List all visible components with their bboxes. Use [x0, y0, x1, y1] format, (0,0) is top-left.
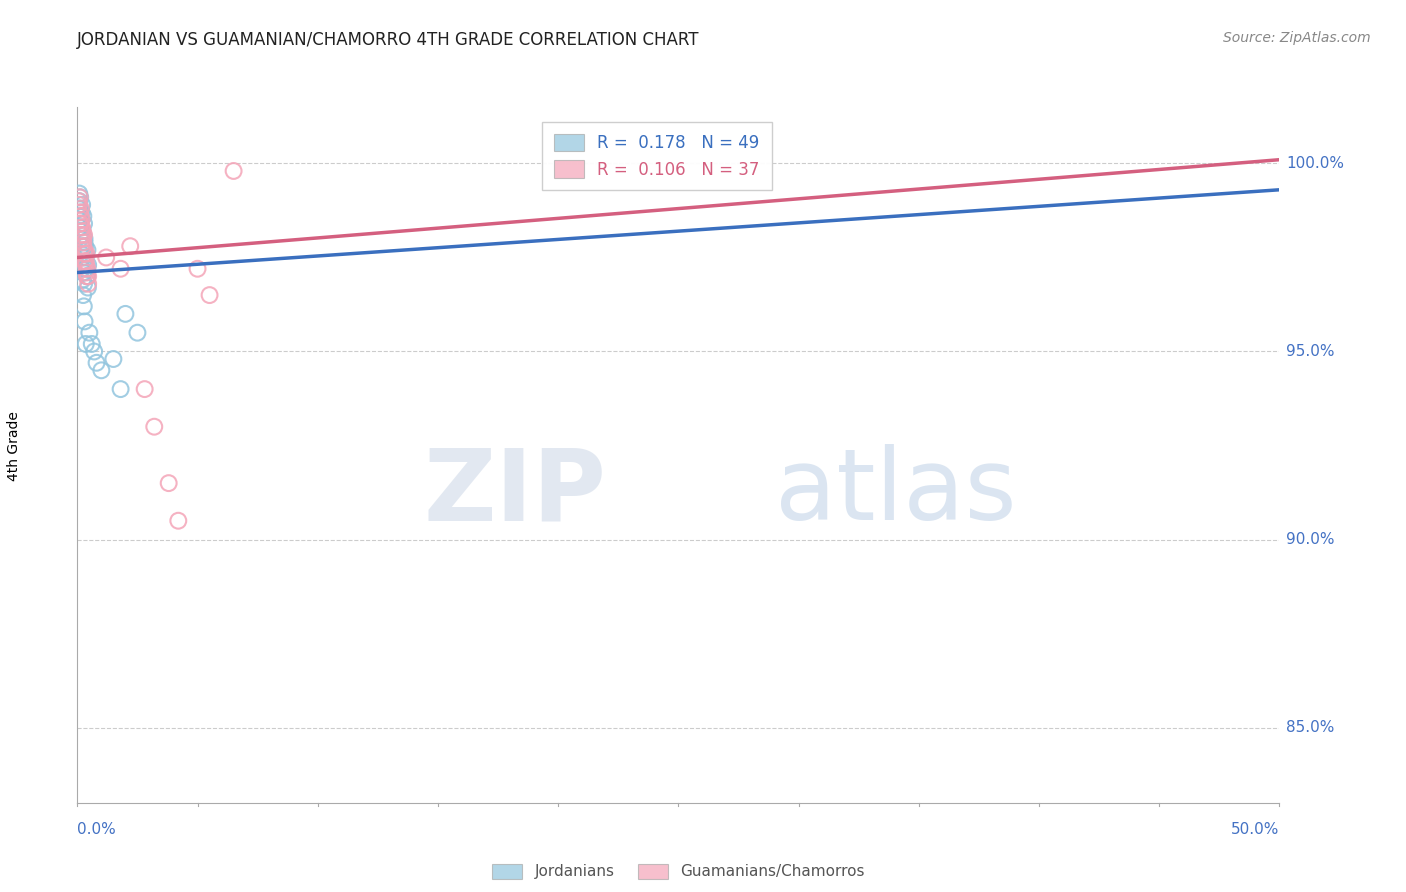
Point: [222, 164, 245, 178]
Point: [67, 205, 90, 219]
Point: [77, 280, 100, 294]
Text: ZIP: ZIP: [423, 444, 606, 541]
Point: [198, 288, 221, 302]
Point: [69, 202, 91, 216]
Point: [167, 514, 190, 528]
Point: [73, 246, 96, 260]
Point: [75, 258, 97, 272]
Point: [70, 220, 93, 235]
Point: [67, 209, 90, 223]
Point: [69, 232, 91, 246]
Point: [72, 239, 94, 253]
Point: [75, 254, 97, 268]
Point: [103, 351, 125, 366]
Point: [72, 288, 94, 302]
Point: [70, 202, 93, 216]
Point: [72, 209, 94, 223]
Point: [76, 269, 98, 284]
Point: [157, 476, 180, 491]
Point: [72, 273, 94, 287]
Point: [73, 277, 96, 291]
Point: [72, 251, 94, 265]
Point: [72, 235, 94, 250]
Point: [77, 277, 100, 291]
Point: [79, 326, 101, 340]
Point: [110, 382, 132, 396]
Point: [70, 246, 93, 260]
Point: [69, 212, 91, 227]
Point: [70, 261, 93, 276]
Text: 50.0%: 50.0%: [1232, 822, 1279, 837]
Point: [69, 190, 91, 204]
Point: [72, 224, 94, 238]
Point: [96, 251, 118, 265]
Point: [67, 186, 90, 201]
Point: [72, 266, 94, 280]
Point: [186, 261, 209, 276]
Point: [73, 299, 96, 313]
Text: 90.0%: 90.0%: [1286, 532, 1334, 547]
Text: 0.0%: 0.0%: [77, 822, 117, 837]
Point: [70, 227, 93, 242]
Point: [76, 269, 98, 284]
Point: [67, 194, 90, 208]
Point: [70, 239, 93, 253]
Point: [73, 243, 96, 257]
Point: [72, 232, 94, 246]
Point: [77, 258, 100, 272]
Text: 100.0%: 100.0%: [1286, 156, 1344, 171]
Point: [73, 239, 96, 253]
Point: [75, 251, 97, 265]
Point: [73, 217, 96, 231]
Text: 85.0%: 85.0%: [1286, 720, 1334, 735]
Point: [69, 209, 91, 223]
Text: atlas: atlas: [775, 444, 1017, 541]
Point: [76, 261, 98, 276]
Point: [69, 217, 91, 231]
Point: [75, 337, 97, 351]
Point: [75, 258, 97, 272]
Point: [110, 261, 132, 276]
Point: [86, 356, 108, 370]
Point: [120, 239, 142, 253]
Point: [76, 269, 98, 284]
Point: [73, 235, 96, 250]
Point: [69, 212, 91, 227]
Point: [67, 198, 90, 212]
Point: [73, 314, 96, 328]
Point: [70, 205, 93, 219]
Point: [127, 326, 149, 340]
Point: [69, 190, 91, 204]
Point: [73, 232, 96, 246]
Point: [143, 419, 166, 434]
Legend: Jordanians, Guamanians/Chamorros: Jordanians, Guamanians/Chamorros: [486, 857, 870, 886]
Point: [114, 307, 136, 321]
Point: [77, 269, 100, 284]
Point: [76, 243, 98, 257]
Text: 4th Grade: 4th Grade: [7, 411, 21, 481]
Text: JORDANIAN VS GUAMANIAN/CHAMORRO 4TH GRADE CORRELATION CHART: JORDANIAN VS GUAMANIAN/CHAMORRO 4TH GRAD…: [77, 31, 700, 49]
Point: [73, 227, 96, 242]
Point: [75, 266, 97, 280]
Point: [67, 202, 90, 216]
Point: [70, 198, 93, 212]
Point: [75, 261, 97, 276]
Point: [67, 194, 90, 208]
Text: 95.0%: 95.0%: [1286, 344, 1334, 359]
Point: [69, 217, 91, 231]
Point: [83, 344, 105, 359]
Point: [75, 246, 97, 260]
Point: [73, 254, 96, 268]
Point: [134, 382, 156, 396]
Point: [75, 246, 97, 260]
Point: [80, 337, 103, 351]
Point: [70, 227, 93, 242]
Point: [90, 363, 112, 377]
Point: [70, 212, 93, 227]
Point: [72, 224, 94, 238]
Point: [70, 220, 93, 235]
Point: [69, 220, 91, 235]
Text: Source: ZipAtlas.com: Source: ZipAtlas.com: [1223, 31, 1371, 45]
